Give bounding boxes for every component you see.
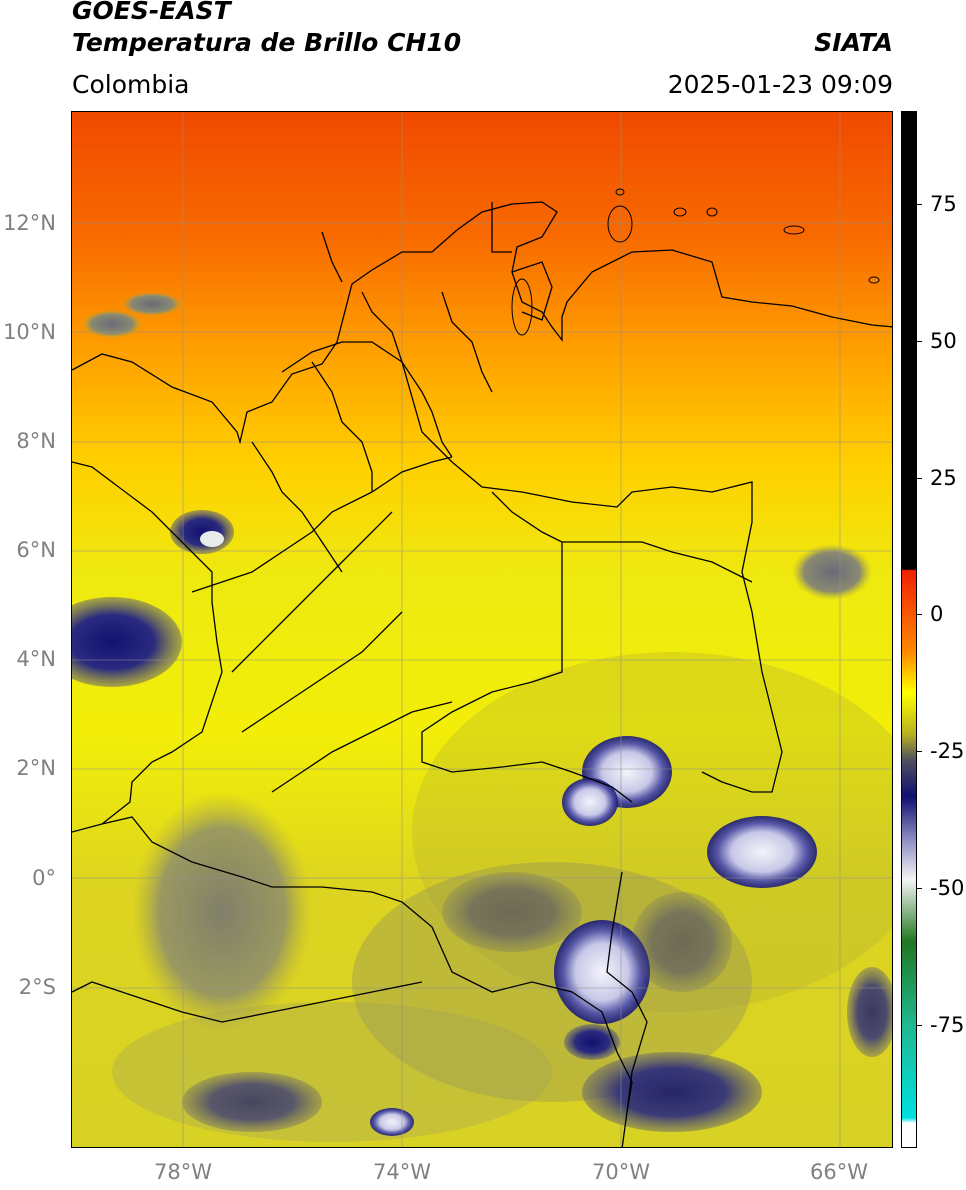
datetime-label: 2025-01-23 09:09 xyxy=(667,70,893,99)
colorbar-tick xyxy=(917,341,922,342)
colorbar-label-25: 25 xyxy=(930,466,957,490)
lat-label-8n: 8°N xyxy=(16,429,56,453)
colorbar-label-50: 50 xyxy=(930,329,957,353)
colorbar xyxy=(901,111,917,1148)
colorbar-label-minus50: -50 xyxy=(930,876,965,900)
lat-label-10n: 10°N xyxy=(3,320,56,344)
lat-label-2s: 2°S xyxy=(18,975,56,999)
lat-label-4n: 4°N xyxy=(16,647,56,671)
colorbar-label-75: 75 xyxy=(930,192,957,216)
lat-label-0: 0° xyxy=(32,866,56,890)
colorbar-tick xyxy=(917,751,922,752)
lat-label-2n: 2°N xyxy=(16,756,56,780)
colorbar-tick xyxy=(917,614,922,615)
colorbar-tick xyxy=(917,204,922,205)
lat-label-6n: 6°N xyxy=(16,538,56,562)
colorbar-tick xyxy=(917,1025,922,1026)
product-title: Temperatura de Brillo CH10 xyxy=(72,28,462,57)
satellite-map xyxy=(71,111,893,1148)
lon-label-78w: 78°W xyxy=(154,1160,212,1184)
lon-label-74w: 74°W xyxy=(373,1160,431,1184)
lon-label-66w: 66°W xyxy=(810,1160,868,1184)
colorbar-label-minus75: -75 xyxy=(930,1013,965,1037)
satellite-title: GOES-EAST xyxy=(72,0,231,25)
agency-label: SIATA xyxy=(814,28,893,57)
colorbar-label-0: 0 xyxy=(930,602,944,626)
lat-label-12n: 12°N xyxy=(3,211,56,235)
colorbar-tick xyxy=(917,478,922,479)
lon-label-70w: 70°W xyxy=(592,1160,650,1184)
colorbar-tick xyxy=(917,888,922,889)
region-label: Colombia xyxy=(72,70,190,99)
colorbar-label-minus25: -25 xyxy=(930,739,965,763)
